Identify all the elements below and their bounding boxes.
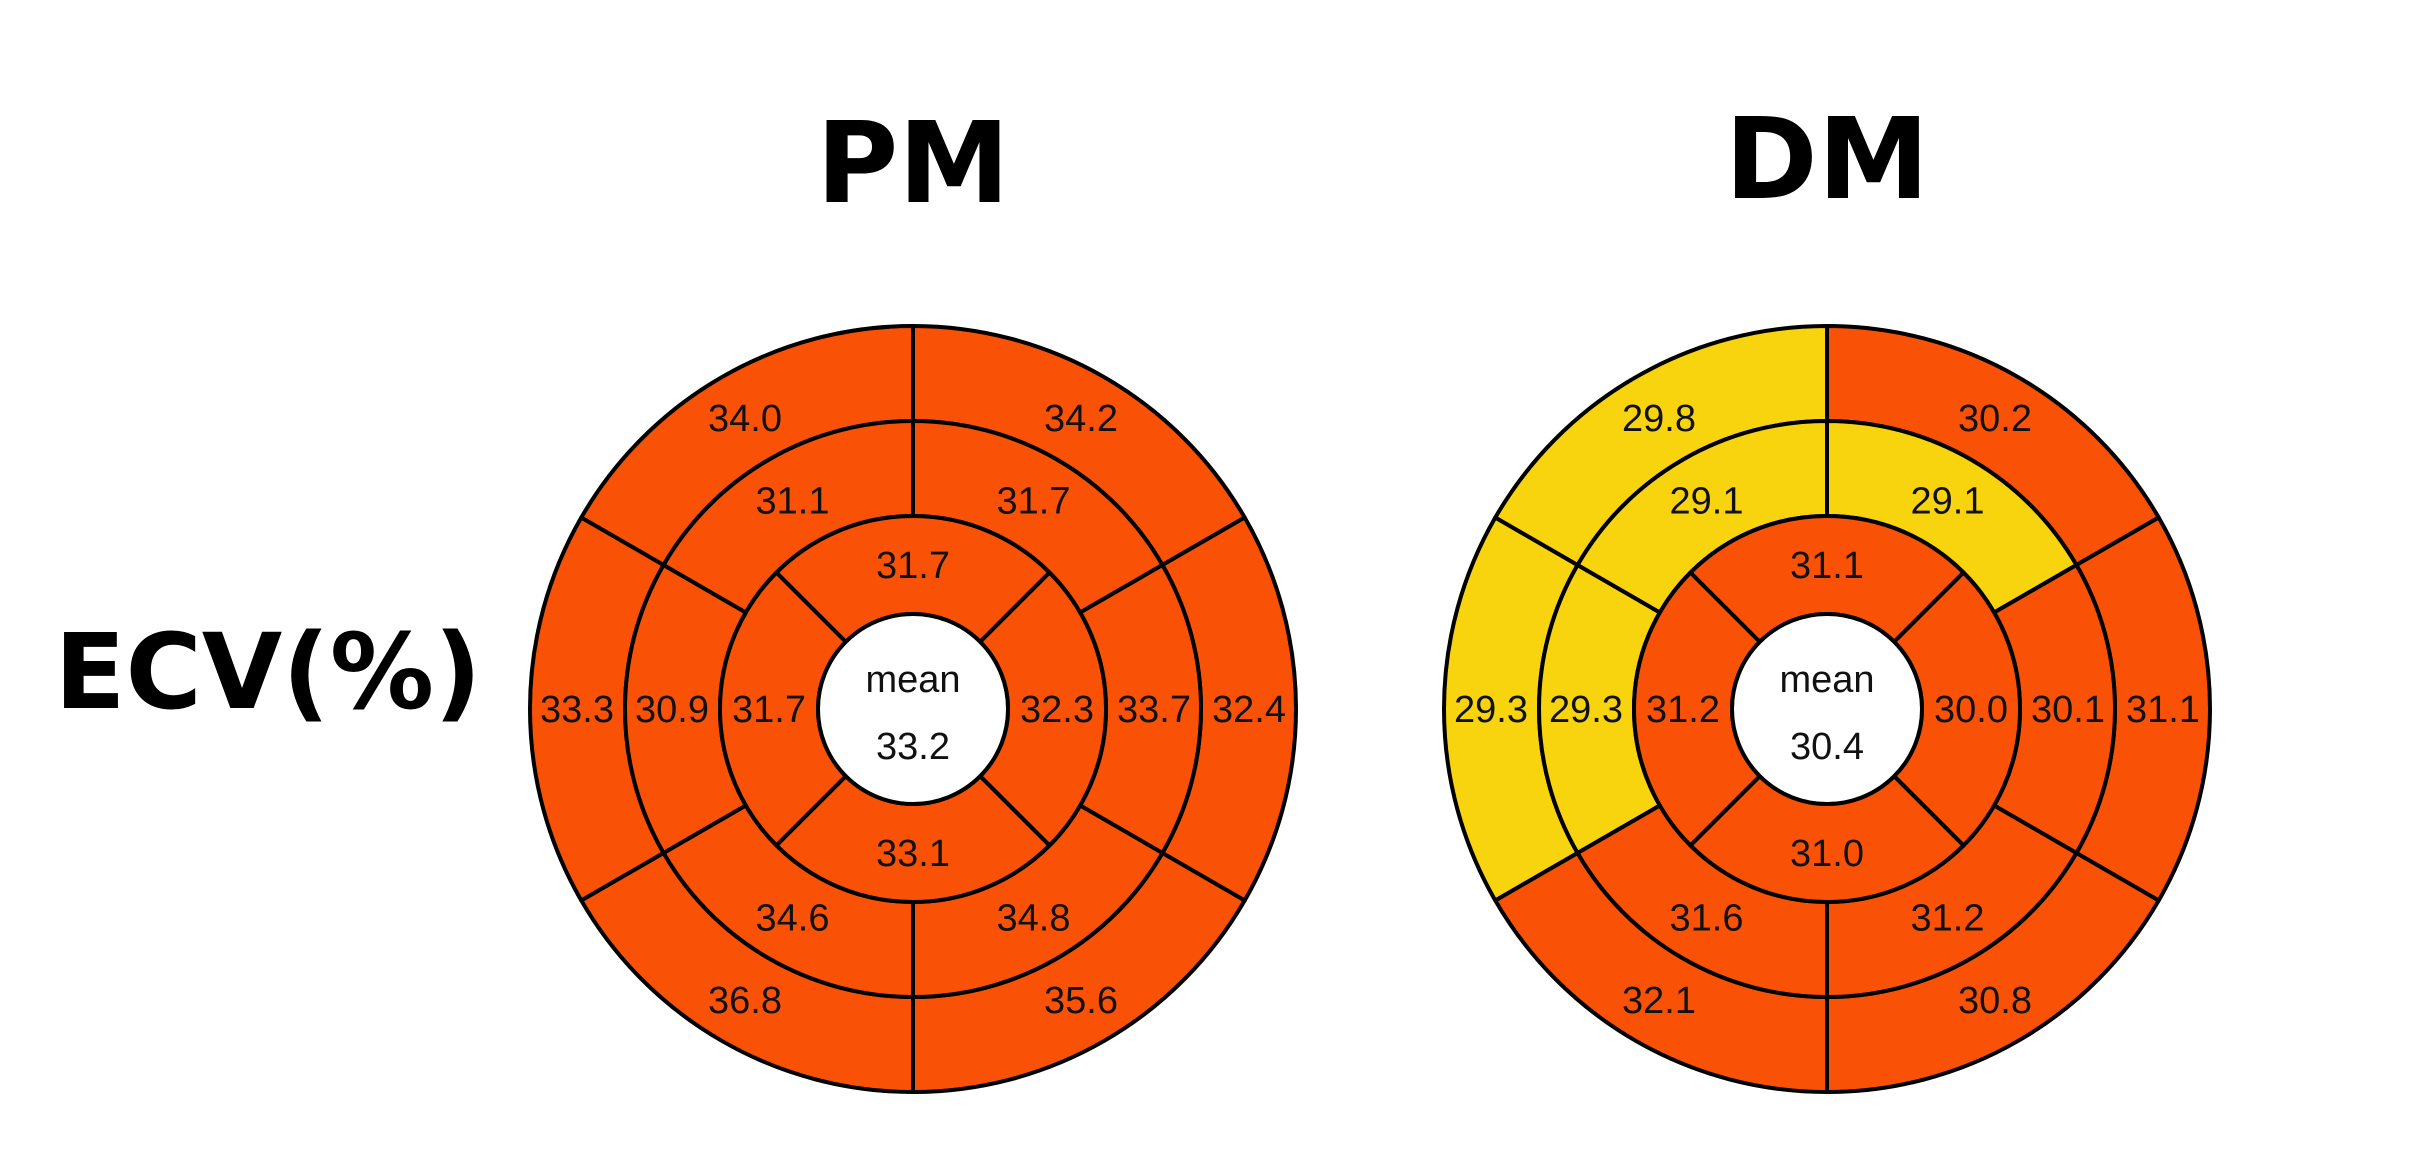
mid-segment-value: 31.7 [997, 480, 1071, 522]
mid-segment-value: 33.7 [1117, 689, 1191, 731]
mid-segment-value: 34.8 [997, 898, 1071, 940]
mid-segment-value: 29.1 [1670, 480, 1744, 522]
basal-segment-value: 35.6 [1044, 980, 1118, 1022]
center-circle [816, 612, 1010, 806]
basal-segment-value: 30.2 [1958, 398, 2032, 440]
apical-segment-value: 31.7 [876, 545, 950, 587]
apical-segment-value: 31.1 [1790, 545, 1864, 587]
panel-title-dm: DM [1725, 95, 1929, 225]
basal-segment-value: 29.3 [1454, 689, 1528, 731]
basal-segment-value: 34.0 [708, 398, 782, 440]
mid-segment-value: 30.1 [2031, 689, 2105, 731]
apical-segment-value: 30.0 [1934, 689, 2008, 731]
basal-segment-value: 36.8 [708, 980, 782, 1022]
basal-segment-value: 29.8 [1622, 398, 1696, 440]
bullseye-dm: 29.3 29.8 30.2 31.1 30.8 32.1 29.3 29.1 29.1 30.1… [1442, 324, 2212, 1094]
basal-segment-value: 32.4 [1212, 689, 1286, 731]
mid-segment-value: 29.1 [1911, 480, 1985, 522]
center-label: mean [1779, 659, 1874, 701]
apical-segment-value: 31.0 [1790, 833, 1864, 875]
apical-segment-value: 33.1 [876, 833, 950, 875]
basal-segment-value: 34.2 [1044, 398, 1118, 440]
center-label: mean [865, 659, 960, 701]
panel-title-pm: PM [816, 99, 1010, 229]
row-label: ECV(%) [54, 611, 481, 733]
center-mean-value: 30.4 [1790, 726, 1864, 768]
bullseye-pm: 33.3 34.0 34.2 32.4 35.6 36.8 30.9 31.1 31.7 33.7… [528, 324, 1298, 1094]
mid-segment-value: 31.2 [1911, 898, 1985, 940]
basal-segment-value: 32.1 [1622, 980, 1696, 1022]
basal-segment-value: 33.3 [540, 689, 614, 731]
mid-segment-value: 34.6 [756, 898, 830, 940]
apical-segment-value: 31.2 [1646, 689, 1720, 731]
basal-segment-value: 30.8 [1958, 980, 2032, 1022]
apical-segment-value: 32.3 [1020, 689, 1094, 731]
center-circle [1730, 612, 1924, 806]
mid-segment-value: 31.6 [1670, 898, 1744, 940]
center-mean-value: 33.2 [876, 726, 950, 768]
basal-segment-value: 31.1 [2126, 689, 2200, 731]
apical-segment-value: 31.7 [732, 689, 806, 731]
mid-segment-value: 30.9 [635, 689, 709, 731]
mid-segment-value: 31.1 [756, 480, 830, 522]
mid-segment-value: 29.3 [1549, 689, 1623, 731]
